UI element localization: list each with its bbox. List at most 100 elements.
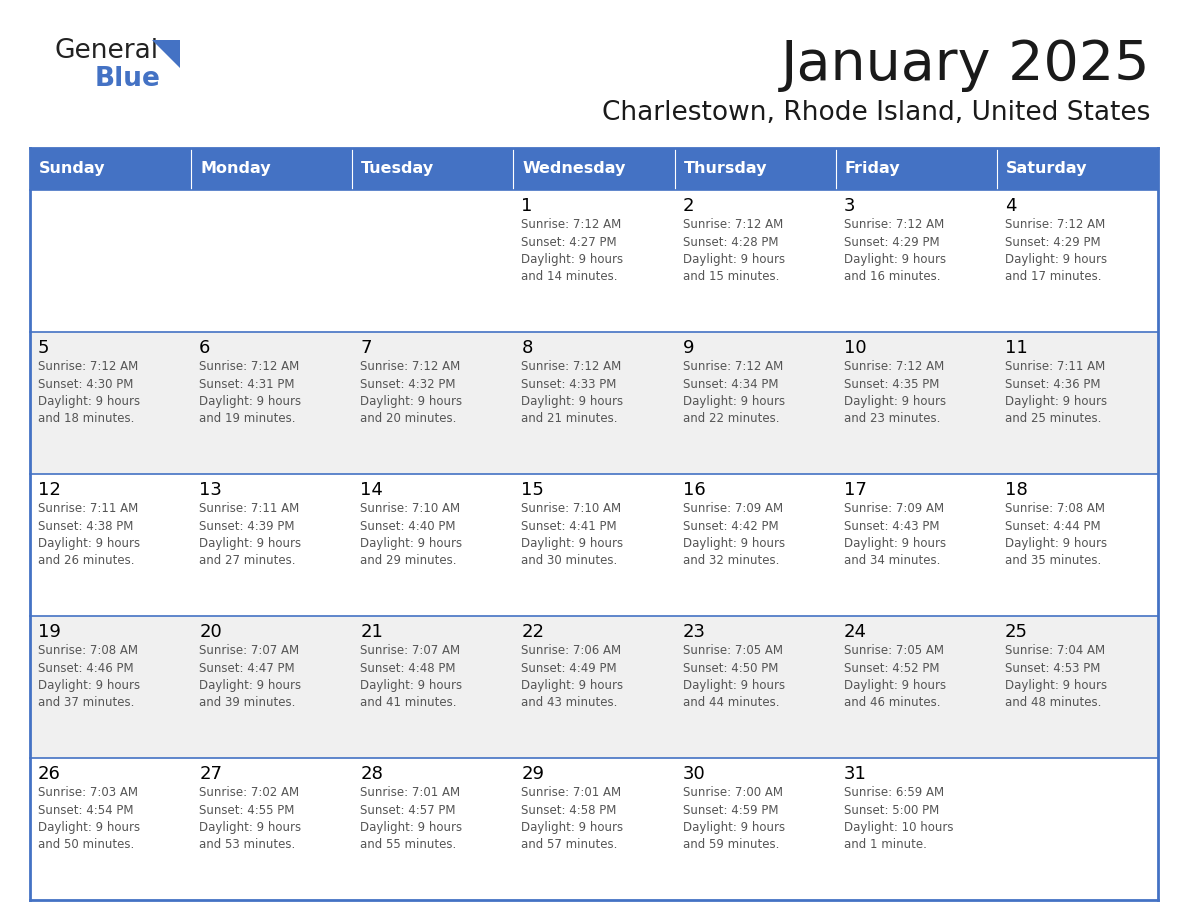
Text: 24: 24 xyxy=(843,623,867,641)
Text: Saturday: Saturday xyxy=(1006,162,1087,176)
Text: 15: 15 xyxy=(522,481,544,499)
Text: Sunrise: 7:11 AM
Sunset: 4:39 PM
Daylight: 9 hours
and 27 minutes.: Sunrise: 7:11 AM Sunset: 4:39 PM Dayligh… xyxy=(200,502,302,567)
Text: 11: 11 xyxy=(1005,339,1028,357)
Text: 16: 16 xyxy=(683,481,706,499)
Text: 31: 31 xyxy=(843,765,866,783)
Text: 1: 1 xyxy=(522,197,532,215)
Bar xyxy=(513,758,675,900)
Bar xyxy=(997,190,1158,332)
Text: 9: 9 xyxy=(683,339,694,357)
Bar xyxy=(353,190,513,332)
Bar xyxy=(30,474,191,616)
Text: Sunrise: 7:09 AM
Sunset: 4:43 PM
Daylight: 9 hours
and 34 minutes.: Sunrise: 7:09 AM Sunset: 4:43 PM Dayligh… xyxy=(843,502,946,567)
Text: 29: 29 xyxy=(522,765,544,783)
Text: Charlestown, Rhode Island, United States: Charlestown, Rhode Island, United States xyxy=(601,100,1150,126)
Bar xyxy=(513,332,675,474)
Bar xyxy=(30,332,191,474)
Text: Sunday: Sunday xyxy=(39,162,106,176)
Bar xyxy=(513,190,675,332)
Text: Sunrise: 7:12 AM
Sunset: 4:27 PM
Daylight: 9 hours
and 14 minutes.: Sunrise: 7:12 AM Sunset: 4:27 PM Dayligh… xyxy=(522,218,624,284)
Bar xyxy=(353,148,513,190)
Text: 19: 19 xyxy=(38,623,61,641)
Text: 25: 25 xyxy=(1005,623,1028,641)
Text: Thursday: Thursday xyxy=(683,162,767,176)
Bar xyxy=(675,190,835,332)
Text: 30: 30 xyxy=(683,765,706,783)
Bar xyxy=(191,148,353,190)
Text: 8: 8 xyxy=(522,339,532,357)
Text: Sunrise: 7:01 AM
Sunset: 4:58 PM
Daylight: 9 hours
and 57 minutes.: Sunrise: 7:01 AM Sunset: 4:58 PM Dayligh… xyxy=(522,786,624,852)
Text: 13: 13 xyxy=(200,481,222,499)
Text: Sunrise: 7:10 AM
Sunset: 4:41 PM
Daylight: 9 hours
and 30 minutes.: Sunrise: 7:10 AM Sunset: 4:41 PM Dayligh… xyxy=(522,502,624,567)
Text: Sunrise: 7:12 AM
Sunset: 4:32 PM
Daylight: 9 hours
and 20 minutes.: Sunrise: 7:12 AM Sunset: 4:32 PM Dayligh… xyxy=(360,360,462,426)
Text: Sunrise: 7:10 AM
Sunset: 4:40 PM
Daylight: 9 hours
and 29 minutes.: Sunrise: 7:10 AM Sunset: 4:40 PM Dayligh… xyxy=(360,502,462,567)
Text: Sunrise: 7:05 AM
Sunset: 4:52 PM
Daylight: 9 hours
and 46 minutes.: Sunrise: 7:05 AM Sunset: 4:52 PM Dayligh… xyxy=(843,644,946,710)
Text: 26: 26 xyxy=(38,765,61,783)
Text: Monday: Monday xyxy=(200,162,271,176)
Bar xyxy=(675,474,835,616)
Bar xyxy=(835,190,997,332)
Text: Sunrise: 7:12 AM
Sunset: 4:30 PM
Daylight: 9 hours
and 18 minutes.: Sunrise: 7:12 AM Sunset: 4:30 PM Dayligh… xyxy=(38,360,140,426)
Text: Sunrise: 7:05 AM
Sunset: 4:50 PM
Daylight: 9 hours
and 44 minutes.: Sunrise: 7:05 AM Sunset: 4:50 PM Dayligh… xyxy=(683,644,785,710)
Text: Sunrise: 6:59 AM
Sunset: 5:00 PM
Daylight: 10 hours
and 1 minute.: Sunrise: 6:59 AM Sunset: 5:00 PM Dayligh… xyxy=(843,786,953,852)
Bar xyxy=(353,474,513,616)
Bar xyxy=(835,332,997,474)
Text: 10: 10 xyxy=(843,339,866,357)
Text: Sunrise: 7:12 AM
Sunset: 4:35 PM
Daylight: 9 hours
and 23 minutes.: Sunrise: 7:12 AM Sunset: 4:35 PM Dayligh… xyxy=(843,360,946,426)
Bar xyxy=(191,332,353,474)
Bar xyxy=(353,616,513,758)
Text: Blue: Blue xyxy=(95,66,160,92)
Text: Sunrise: 7:03 AM
Sunset: 4:54 PM
Daylight: 9 hours
and 50 minutes.: Sunrise: 7:03 AM Sunset: 4:54 PM Dayligh… xyxy=(38,786,140,852)
Bar xyxy=(675,758,835,900)
Bar xyxy=(513,148,675,190)
Bar xyxy=(191,616,353,758)
Text: Sunrise: 7:12 AM
Sunset: 4:31 PM
Daylight: 9 hours
and 19 minutes.: Sunrise: 7:12 AM Sunset: 4:31 PM Dayligh… xyxy=(200,360,302,426)
Bar xyxy=(835,758,997,900)
Text: General: General xyxy=(55,38,159,64)
Bar xyxy=(997,758,1158,900)
Bar xyxy=(353,758,513,900)
Text: Sunrise: 7:08 AM
Sunset: 4:46 PM
Daylight: 9 hours
and 37 minutes.: Sunrise: 7:08 AM Sunset: 4:46 PM Dayligh… xyxy=(38,644,140,710)
Text: 28: 28 xyxy=(360,765,384,783)
Text: 17: 17 xyxy=(843,481,866,499)
Text: 23: 23 xyxy=(683,623,706,641)
Bar xyxy=(997,332,1158,474)
Text: 12: 12 xyxy=(38,481,61,499)
Polygon shape xyxy=(152,40,181,68)
Text: Sunrise: 7:12 AM
Sunset: 4:28 PM
Daylight: 9 hours
and 15 minutes.: Sunrise: 7:12 AM Sunset: 4:28 PM Dayligh… xyxy=(683,218,785,284)
Text: 18: 18 xyxy=(1005,481,1028,499)
Text: Sunrise: 7:02 AM
Sunset: 4:55 PM
Daylight: 9 hours
and 53 minutes.: Sunrise: 7:02 AM Sunset: 4:55 PM Dayligh… xyxy=(200,786,302,852)
Text: Sunrise: 7:12 AM
Sunset: 4:29 PM
Daylight: 9 hours
and 16 minutes.: Sunrise: 7:12 AM Sunset: 4:29 PM Dayligh… xyxy=(843,218,946,284)
Text: 5: 5 xyxy=(38,339,50,357)
Text: 4: 4 xyxy=(1005,197,1017,215)
Text: Tuesday: Tuesday xyxy=(361,162,435,176)
Bar xyxy=(191,758,353,900)
Bar xyxy=(30,616,191,758)
Text: Sunrise: 7:07 AM
Sunset: 4:48 PM
Daylight: 9 hours
and 41 minutes.: Sunrise: 7:07 AM Sunset: 4:48 PM Dayligh… xyxy=(360,644,462,710)
Text: Sunrise: 7:01 AM
Sunset: 4:57 PM
Daylight: 9 hours
and 55 minutes.: Sunrise: 7:01 AM Sunset: 4:57 PM Dayligh… xyxy=(360,786,462,852)
Bar xyxy=(191,190,353,332)
Text: 6: 6 xyxy=(200,339,210,357)
Text: Sunrise: 7:04 AM
Sunset: 4:53 PM
Daylight: 9 hours
and 48 minutes.: Sunrise: 7:04 AM Sunset: 4:53 PM Dayligh… xyxy=(1005,644,1107,710)
Text: 20: 20 xyxy=(200,623,222,641)
Bar xyxy=(675,148,835,190)
Text: Sunrise: 7:08 AM
Sunset: 4:44 PM
Daylight: 9 hours
and 35 minutes.: Sunrise: 7:08 AM Sunset: 4:44 PM Dayligh… xyxy=(1005,502,1107,567)
Bar xyxy=(835,616,997,758)
Bar xyxy=(513,474,675,616)
Bar xyxy=(835,474,997,616)
Bar xyxy=(997,148,1158,190)
Bar xyxy=(30,758,191,900)
Bar xyxy=(997,616,1158,758)
Bar xyxy=(675,616,835,758)
Text: Sunrise: 7:11 AM
Sunset: 4:38 PM
Daylight: 9 hours
and 26 minutes.: Sunrise: 7:11 AM Sunset: 4:38 PM Dayligh… xyxy=(38,502,140,567)
Text: 21: 21 xyxy=(360,623,384,641)
Text: January 2025: January 2025 xyxy=(781,38,1150,92)
Bar xyxy=(513,616,675,758)
Text: 7: 7 xyxy=(360,339,372,357)
Text: 27: 27 xyxy=(200,765,222,783)
Text: Sunrise: 7:12 AM
Sunset: 4:33 PM
Daylight: 9 hours
and 21 minutes.: Sunrise: 7:12 AM Sunset: 4:33 PM Dayligh… xyxy=(522,360,624,426)
Text: Sunrise: 7:00 AM
Sunset: 4:59 PM
Daylight: 9 hours
and 59 minutes.: Sunrise: 7:00 AM Sunset: 4:59 PM Dayligh… xyxy=(683,786,785,852)
Bar xyxy=(30,190,191,332)
Text: Sunrise: 7:07 AM
Sunset: 4:47 PM
Daylight: 9 hours
and 39 minutes.: Sunrise: 7:07 AM Sunset: 4:47 PM Dayligh… xyxy=(200,644,302,710)
Text: Sunrise: 7:12 AM
Sunset: 4:34 PM
Daylight: 9 hours
and 22 minutes.: Sunrise: 7:12 AM Sunset: 4:34 PM Dayligh… xyxy=(683,360,785,426)
